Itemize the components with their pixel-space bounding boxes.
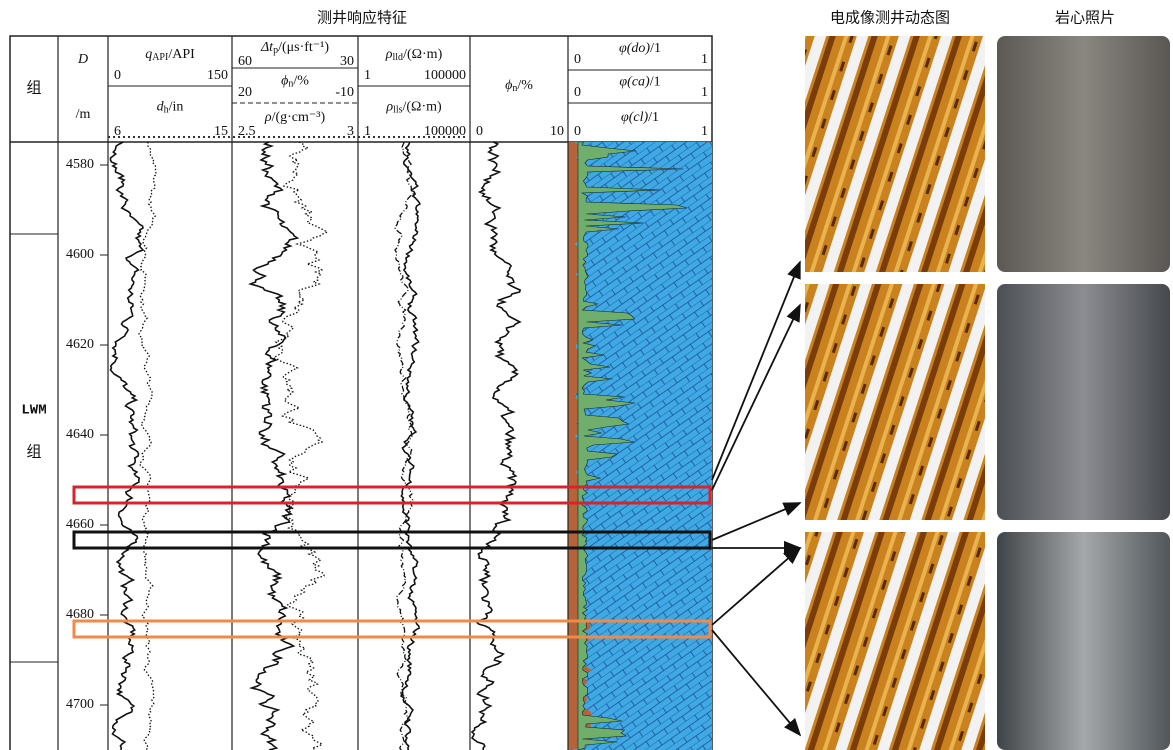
scale-max: 1 <box>701 85 708 100</box>
scale-min: 1 <box>364 68 371 83</box>
curve-symbol: q <box>145 47 152 62</box>
curve-unit: /% <box>517 78 533 93</box>
arrow <box>712 548 800 625</box>
curve-unit: /(μs·ft⁻¹) <box>278 40 329 55</box>
curve-name: qAPI/API <box>145 47 195 63</box>
scale-max: -10 <box>335 85 354 100</box>
curve-symbol: φ(ca) <box>619 75 650 90</box>
title: 测井响应特征 <box>317 9 407 27</box>
arrow <box>712 503 800 540</box>
curve-unit: /(Ω·m) <box>403 99 443 114</box>
scale-min: 0 <box>574 85 581 100</box>
curve-name: φ(cl)/1 <box>621 110 659 125</box>
gr-curve <box>111 142 144 750</box>
scale-min: 0 <box>574 52 581 67</box>
depth-unit: /m <box>76 107 91 122</box>
scale-min: 2.5 <box>238 124 256 139</box>
curve-name: ϕn/% <box>505 78 533 94</box>
scale-max: 10 <box>550 124 564 139</box>
dt-curve <box>251 142 298 750</box>
curve-name: ρlld/(Ω·m) <box>385 47 443 63</box>
curve-unit: /1 <box>650 41 661 56</box>
figure: 测井响应特征 电成像测井动态图 岩心照片 组 D /m LWM 组 qAPI/A… <box>0 0 1173 750</box>
arrow <box>712 262 800 480</box>
curve-sub: lld <box>393 52 404 63</box>
formation-header: 组 <box>26 79 41 97</box>
depth-label: 4700 <box>66 697 94 712</box>
scale-max: 30 <box>340 54 354 69</box>
scale-min: 0 <box>114 68 121 83</box>
scale-max: 15 <box>214 124 228 139</box>
fmi-image <box>805 36 985 272</box>
depth-label: 4620 <box>66 337 94 352</box>
scale-min: 0 <box>476 124 483 139</box>
formation-name: 组 <box>26 443 41 461</box>
curve-name: φ(ca)/1 <box>619 75 660 90</box>
image-title: 电成像测井动态图 <box>830 9 950 27</box>
density-curve <box>274 142 328 750</box>
depth-label: 4660 <box>66 517 94 532</box>
curve-sub: API <box>152 52 168 63</box>
depth-label: 4600 <box>66 247 94 262</box>
fmi-image <box>805 284 985 520</box>
porosity-curve <box>472 142 520 750</box>
scale-max: 150 <box>207 68 228 83</box>
images <box>805 36 1170 750</box>
curve-unit: /in <box>169 99 184 114</box>
curve-symbol: Δt <box>260 40 274 55</box>
curve-sub: lls <box>393 105 403 116</box>
scale-max: 1 <box>701 52 708 67</box>
scale-max: 100000 <box>424 68 466 83</box>
image-title: 岩心照片 <box>1055 9 1115 27</box>
depth-symbol: D <box>77 52 88 67</box>
fmi-image <box>805 532 985 750</box>
scale-min: 20 <box>238 85 252 100</box>
scale-max: 1 <box>701 124 708 139</box>
core-photo <box>997 532 1170 750</box>
curve-unit: /API <box>168 47 195 62</box>
curve-name: φ(do)/1 <box>619 41 661 56</box>
curve-symbol: φ(do) <box>619 41 650 56</box>
curve-name: ρ/(g·cm⁻³) <box>264 110 326 125</box>
curve-unit: /(g·cm⁻³) <box>272 110 326 125</box>
curve-unit: /1 <box>648 110 659 125</box>
scale-min: 60 <box>238 54 252 69</box>
curve-symbol: ϕ <box>505 78 512 93</box>
depth-label: 4580 <box>66 157 94 172</box>
arrow <box>712 630 800 735</box>
curve-name: dh/in <box>157 99 184 115</box>
core-photo <box>997 36 1170 272</box>
scale-min: 0 <box>574 124 581 139</box>
rlld-curve <box>401 142 420 750</box>
curve-unit: /(Ω·m) <box>403 47 443 62</box>
curve-unit: /% <box>293 74 309 89</box>
curve-name: ρlls/(Ω·m) <box>385 99 442 115</box>
curve-unit: /1 <box>650 75 661 90</box>
curve-symbol: φ(cl) <box>621 110 649 125</box>
core-photo <box>997 284 1170 520</box>
curve-name: Δtp/(μs·ft⁻¹) <box>260 40 329 56</box>
formation-name: LWM <box>21 403 46 419</box>
arrow <box>712 305 800 490</box>
curve-name: ϕn/% <box>281 74 309 90</box>
curve-symbol: ϕ <box>281 74 288 89</box>
depth-label: 4640 <box>66 427 94 442</box>
caliper-curve <box>139 142 157 750</box>
